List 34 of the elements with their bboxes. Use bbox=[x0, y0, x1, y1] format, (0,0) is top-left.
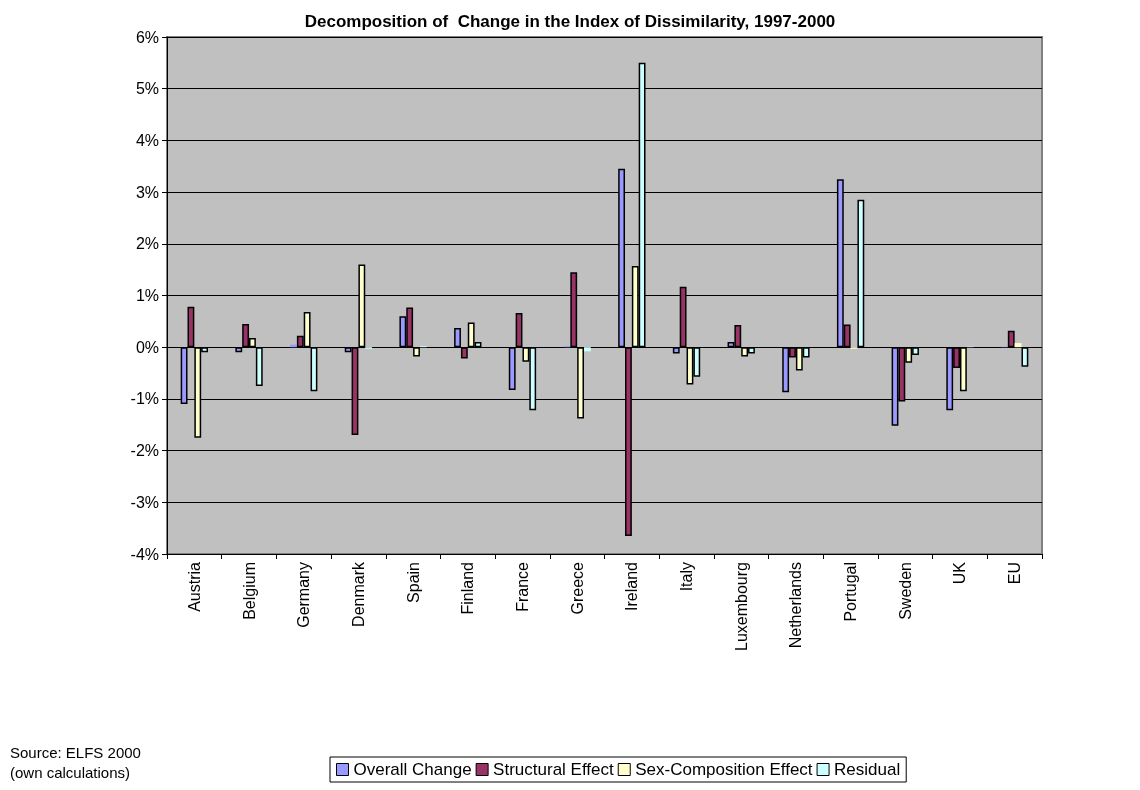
x-tick-label: Austria bbox=[185, 561, 203, 612]
x-tick-label: Finland bbox=[459, 562, 477, 615]
y-tick-label: 4% bbox=[135, 131, 159, 149]
x-tick-label: Denmark bbox=[349, 561, 367, 627]
legend-label: Overall Change bbox=[353, 760, 472, 779]
y-tick-label: 0% bbox=[135, 338, 159, 356]
y-tick-label: -2% bbox=[130, 442, 159, 460]
x-tick-label: Italy bbox=[678, 562, 696, 592]
x-tick-label: Netherlands bbox=[787, 562, 805, 649]
x-tick-label: Belgium bbox=[240, 562, 258, 620]
y-tick-label: 2% bbox=[135, 235, 159, 253]
y-tick-label: 5% bbox=[135, 80, 159, 98]
y-tick-label: -4% bbox=[130, 545, 159, 563]
legend-label: Residual bbox=[834, 760, 901, 779]
x-tick-label: Ireland bbox=[623, 562, 641, 611]
y-tick-label: -3% bbox=[130, 493, 159, 511]
source-note: Source: ELFS 2000 (own calculations) bbox=[10, 743, 141, 781]
x-tick-label: Greece bbox=[568, 561, 586, 615]
y-tick-label: 6% bbox=[135, 28, 159, 46]
legend-label: Sex-Composition Effect bbox=[635, 760, 813, 779]
x-tick-label: EU bbox=[1006, 562, 1024, 585]
y-tick-label: 1% bbox=[135, 287, 159, 304]
x-tick-label: UK bbox=[951, 561, 969, 585]
legend-label: Structural Effect bbox=[493, 760, 615, 779]
y-tick-label: 3% bbox=[135, 183, 159, 201]
bar bbox=[583, 347, 591, 352]
y-tick-label: -1% bbox=[130, 390, 159, 408]
x-tick-label: France bbox=[513, 561, 531, 612]
x-tick-label: Germany bbox=[295, 562, 313, 628]
chart-title: Decomposition of Change in the Index of Dissimilarity, 1997-2000 bbox=[304, 12, 836, 31]
x-tick-label: Spain bbox=[404, 562, 422, 603]
x-tick-label: Luxembourg bbox=[732, 562, 750, 651]
x-tick-label: Portugal bbox=[842, 562, 860, 622]
x-tick-label: Sweden bbox=[896, 562, 914, 620]
